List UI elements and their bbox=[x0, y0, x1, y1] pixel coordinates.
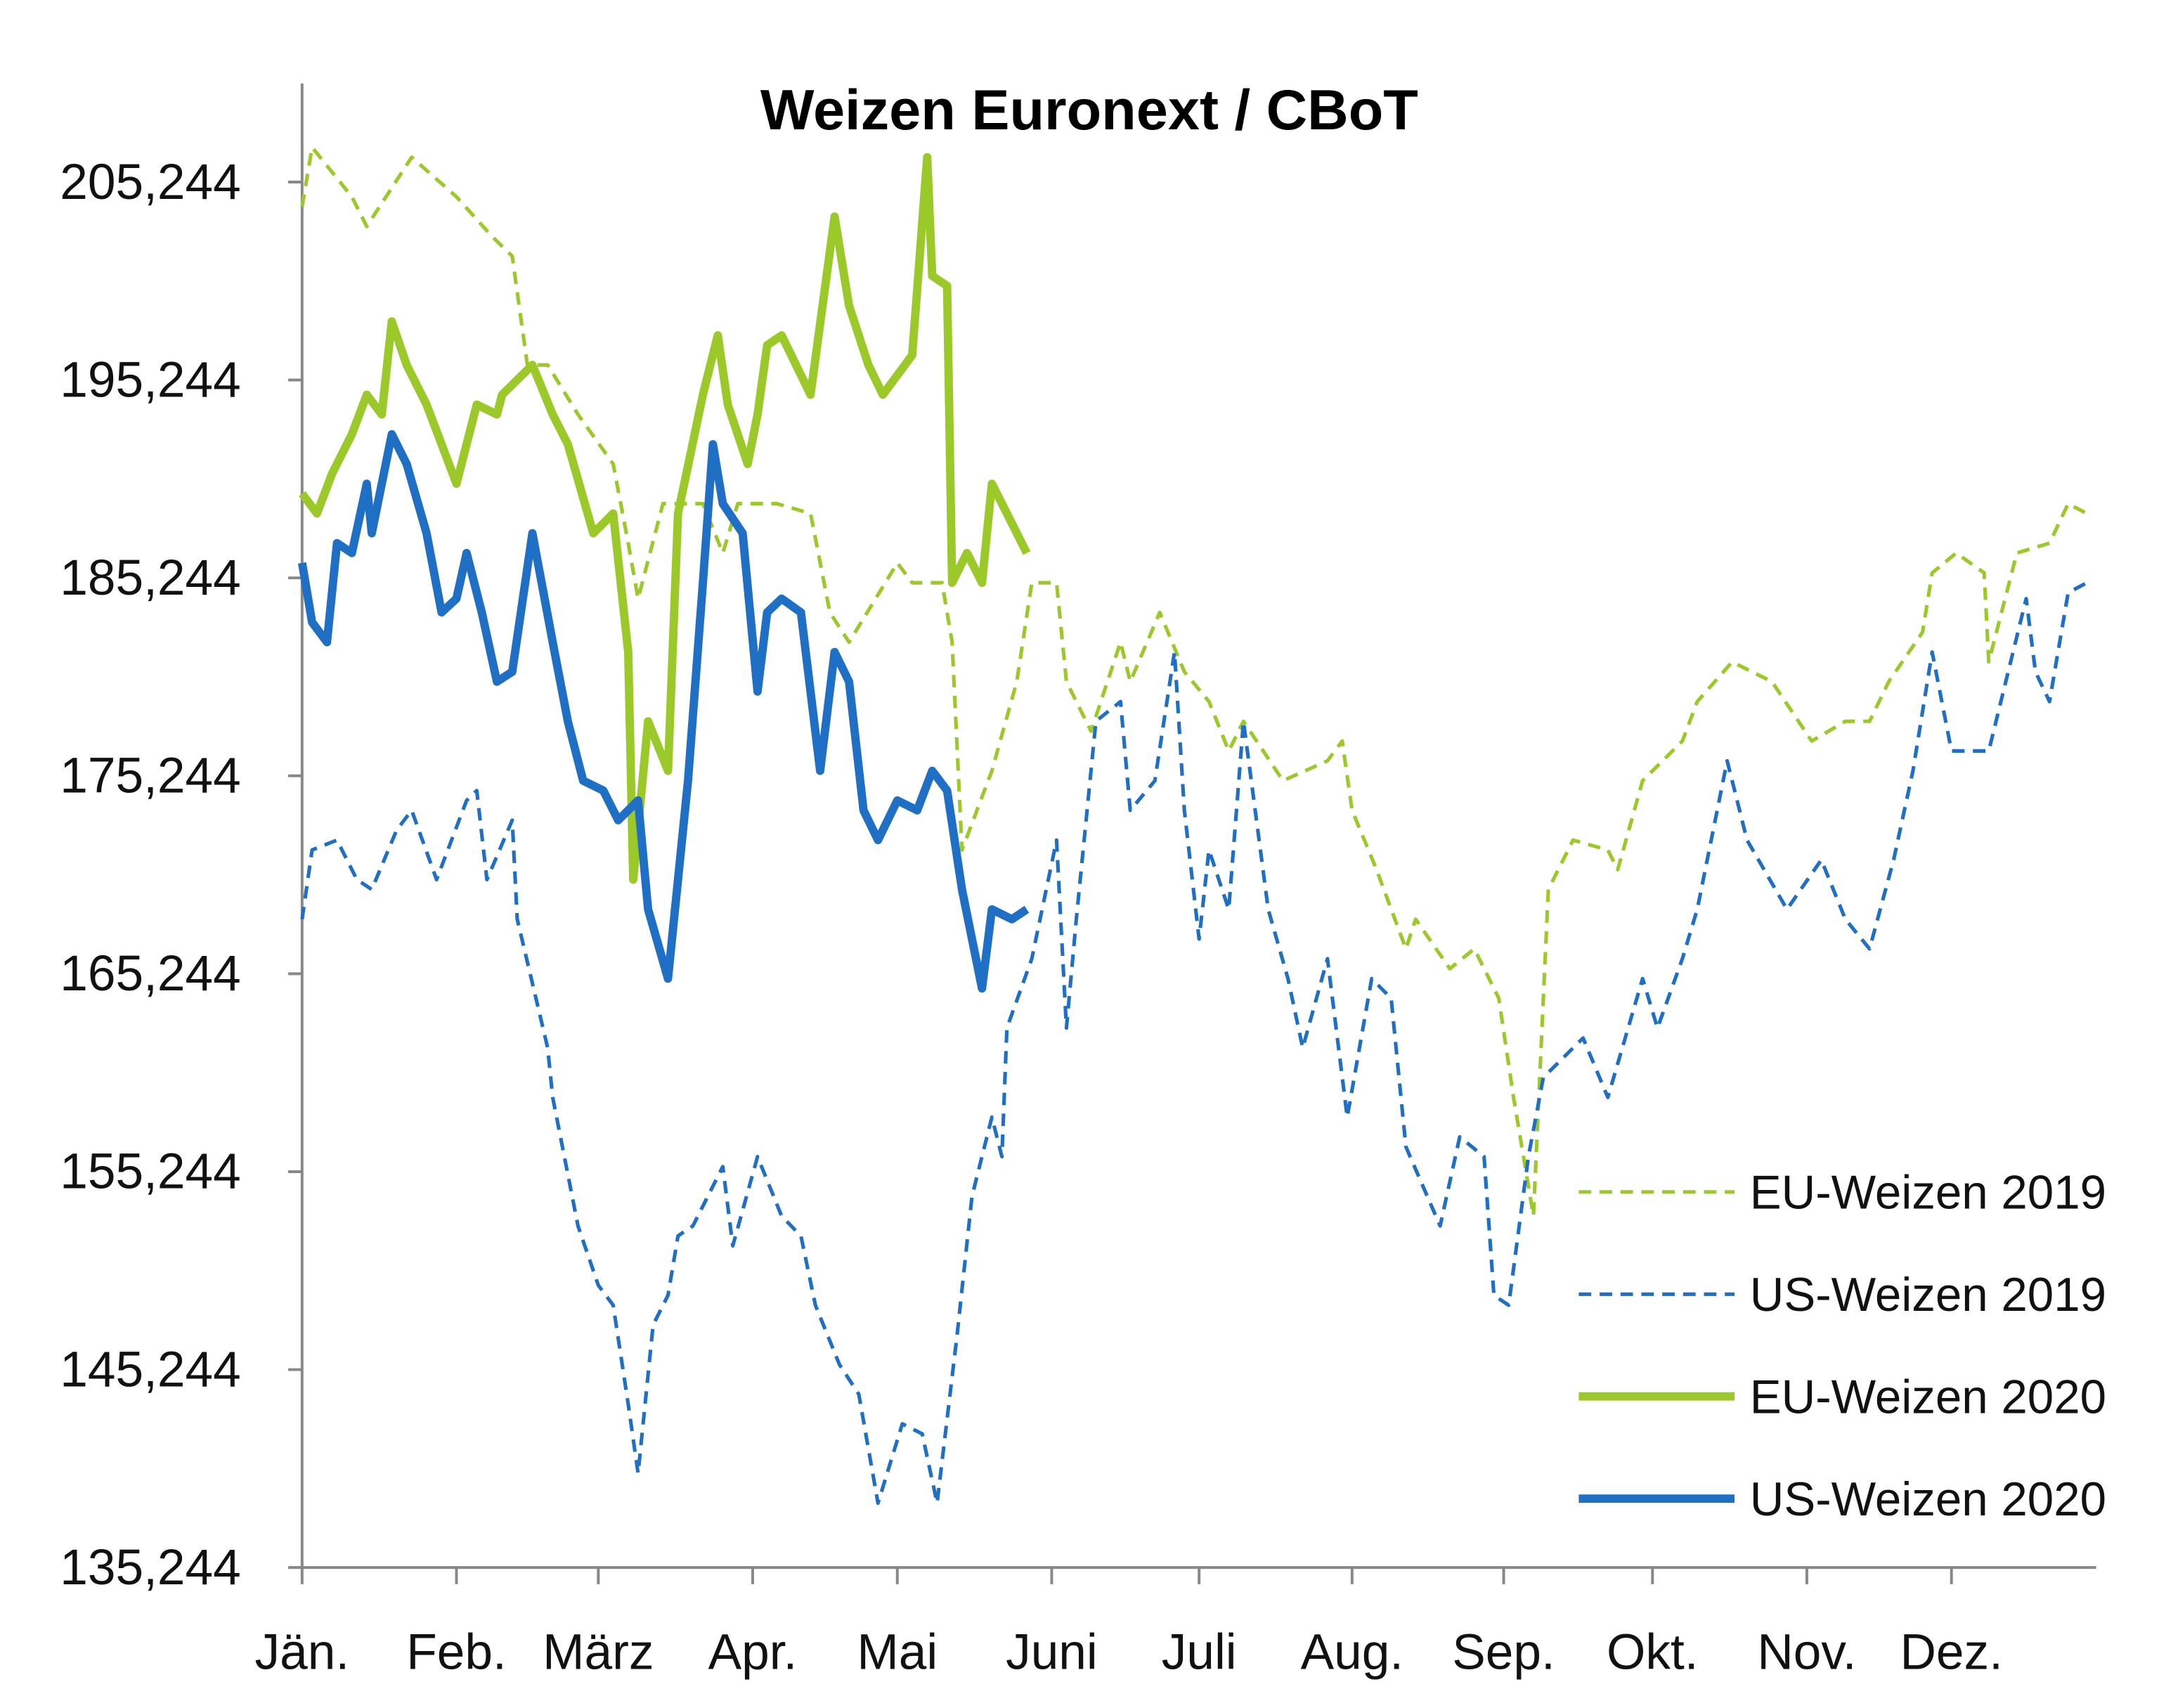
legend: EU-Weizen 2019 US-Weizen 2019 EU-Weizen 20… bbox=[1578, 1167, 2106, 1526]
series-line-eu-weizen-2020 bbox=[299, 153, 1031, 884]
legend-label: US-Weizen 2019 bbox=[1750, 1269, 2106, 1321]
x-tick-label: Apr. bbox=[708, 1625, 798, 1681]
y-tick-label: 195,244 bbox=[60, 352, 240, 408]
y-tick-label: 205,244 bbox=[60, 155, 240, 210]
legend-label: EU-Weizen 2020 bbox=[1750, 1371, 2106, 1423]
x-tick-label: Mai bbox=[857, 1625, 938, 1681]
chart-title: Weizen Euronext / CBoT bbox=[760, 79, 1418, 142]
x-tick-label: Dez. bbox=[1900, 1625, 2003, 1681]
x-tick-label: Jän. bbox=[255, 1625, 350, 1681]
y-tick-label: 185,244 bbox=[60, 550, 240, 606]
x-tick-label: Juli bbox=[1162, 1625, 1237, 1681]
axes: 135,244 145,244 155,244 165,244 175,244 185,2… bbox=[60, 83, 2096, 1681]
x-tick-label: Feb. bbox=[406, 1625, 507, 1681]
x-tick-label: Sep. bbox=[1452, 1625, 1555, 1681]
plot-area bbox=[297, 145, 2088, 1506]
series-line-us-weizen-2019 bbox=[300, 581, 2088, 1506]
x-tick-label: Juni bbox=[1006, 1625, 1098, 1681]
x-tick-label: Okt. bbox=[1607, 1625, 1699, 1681]
x-tick-label: Nov. bbox=[1757, 1625, 1856, 1681]
y-tick-label: 155,244 bbox=[60, 1144, 240, 1200]
legend-label: EU-Weizen 2019 bbox=[1750, 1167, 2106, 1219]
y-tick-label: 145,244 bbox=[60, 1342, 240, 1397]
x-tick-label: März bbox=[543, 1625, 654, 1681]
y-tick-label: 165,244 bbox=[60, 946, 240, 1002]
series-line-eu-weizen-2019 bbox=[300, 145, 2088, 1218]
legend-label: US-Weizen 2020 bbox=[1750, 1473, 2106, 1526]
y-tick-label: 135,244 bbox=[60, 1540, 240, 1596]
series-line-us-weizen-2020 bbox=[297, 429, 1030, 993]
y-tick-label: 175,244 bbox=[60, 749, 240, 804]
x-tick-label: Aug. bbox=[1301, 1625, 1404, 1681]
